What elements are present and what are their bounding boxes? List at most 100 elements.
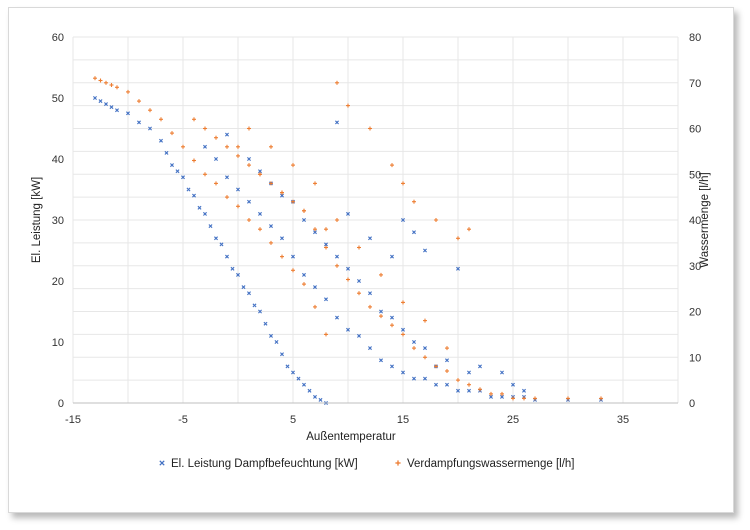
marker-stroke: [241, 285, 246, 290]
data-point-series-1: [159, 138, 163, 143]
data-point-series-2: [291, 268, 295, 273]
data-point-series-1: [203, 144, 207, 149]
data-point-series-1: [456, 266, 460, 271]
data-point-series-2: [599, 396, 603, 401]
data-point-series-2: [335, 80, 339, 85]
marker-stroke: [357, 333, 361, 338]
marker-stroke: [280, 193, 284, 198]
data-point-series-1: [126, 111, 130, 116]
data-point-series-2: [390, 323, 394, 328]
data-point-series-1: [280, 193, 284, 198]
data-point-series-1: [258, 169, 262, 174]
legend-marker-plus: [395, 460, 401, 466]
marker-stroke: [291, 254, 295, 259]
marker-stroke: [247, 199, 251, 204]
data-point-series-2: [335, 218, 339, 222]
data-point-series-2: [225, 195, 229, 200]
axes: -15 -5 5 15 25 35 0 10 20 30 40 50 60 0 10 20 30 40 50 60 70…: [52, 32, 702, 426]
marker-stroke: [335, 254, 339, 259]
y2-tick-label: 60: [689, 124, 701, 136]
data-point-series-1: [313, 394, 317, 399]
data-point-series-2: [412, 346, 416, 351]
data-point-series-2: [109, 83, 114, 87]
marker-stroke: [313, 230, 317, 235]
data-point-series-1: [478, 364, 482, 369]
data-point-series-2: [566, 396, 570, 401]
data-point-series-2: [434, 218, 438, 222]
data-point-series-2: [236, 153, 240, 158]
data-point-series-1: [307, 388, 312, 393]
data-point-series-1: [412, 230, 416, 235]
data-point-series-1: [175, 169, 180, 174]
data-point-series-1: [511, 382, 515, 387]
data-point-series-1: [423, 346, 427, 351]
data-point-series-2: [445, 346, 449, 351]
data-point-series-2: [401, 181, 405, 186]
data-point-series-1: [401, 370, 405, 375]
data-point-series-2: [247, 218, 251, 222]
data-point-series-2: [467, 382, 471, 387]
data-point-series-1: [258, 309, 262, 314]
marker-stroke: [280, 352, 284, 357]
data-point-series-2: [137, 99, 141, 104]
y2-axis-title: Wassermenge [l/h]: [699, 172, 711, 267]
data-point-series-1: [346, 211, 350, 216]
marker-stroke: [335, 120, 339, 125]
data-point-series-1: [390, 254, 394, 259]
y-tick-label: 50: [52, 93, 64, 105]
marker-stroke: [203, 144, 207, 149]
marker-stroke: [170, 163, 174, 168]
data-point-series-1: [170, 163, 174, 168]
marker-stroke: [280, 236, 284, 241]
data-point-series-2: [302, 282, 306, 287]
data-point-series-1: [324, 242, 328, 247]
data-point-series-2: [489, 391, 493, 396]
marker-stroke: [263, 321, 268, 326]
marker-stroke: [456, 388, 460, 393]
marker-stroke: [269, 333, 273, 338]
data-point-series-1: [247, 199, 251, 204]
data-point-series-1: [335, 120, 339, 125]
data-point-series-2: [247, 126, 251, 131]
data-point-series-2: [192, 117, 196, 122]
data-point-series-2: [412, 199, 416, 204]
data-point-series-2: [192, 158, 196, 163]
data-point-series-1: [445, 382, 449, 387]
data-point-series-2: [104, 80, 108, 85]
marker-stroke: [445, 358, 449, 363]
data-point-series-2: [445, 369, 449, 373]
data-point-series-1: [236, 187, 240, 192]
data-point-series-2: [346, 103, 350, 108]
data-point-series-1: [412, 376, 416, 381]
marker-stroke: [313, 285, 317, 290]
marker-stroke: [269, 224, 273, 229]
data-point-series-1: [467, 388, 471, 393]
data-point-series-2: [335, 263, 339, 268]
data-point-series-2: [324, 332, 328, 337]
data-point-series-2: [357, 245, 361, 250]
data-point-series-1: [241, 285, 246, 290]
data-point-series-2: [258, 172, 262, 177]
marker-stroke: [346, 211, 350, 216]
y2-tick-label: 70: [689, 78, 701, 90]
data-point-series-1: [274, 340, 279, 344]
y2-tick-label: 30: [689, 261, 701, 273]
marker-stroke: [412, 340, 416, 344]
marker-stroke: [522, 388, 526, 393]
marker-stroke: [230, 266, 235, 271]
data-point-series-2: [181, 144, 185, 149]
data-point-series-1: [434, 382, 438, 387]
data-point-series-2: [291, 163, 295, 168]
marker-stroke: [368, 346, 372, 351]
data-point-series-1: [98, 99, 103, 104]
marker-stroke: [219, 242, 224, 247]
data-point-series-1: [208, 224, 213, 229]
data-point-series-2: [401, 332, 405, 337]
data-point-series-2: [522, 396, 526, 401]
y-tick-label: 10: [52, 337, 64, 349]
data-point-series-2: [478, 387, 482, 392]
marker-stroke: [164, 150, 169, 155]
marker-stroke: [252, 303, 257, 308]
y-tick-label: 20: [52, 276, 64, 288]
data-point-series-2: [390, 163, 394, 168]
